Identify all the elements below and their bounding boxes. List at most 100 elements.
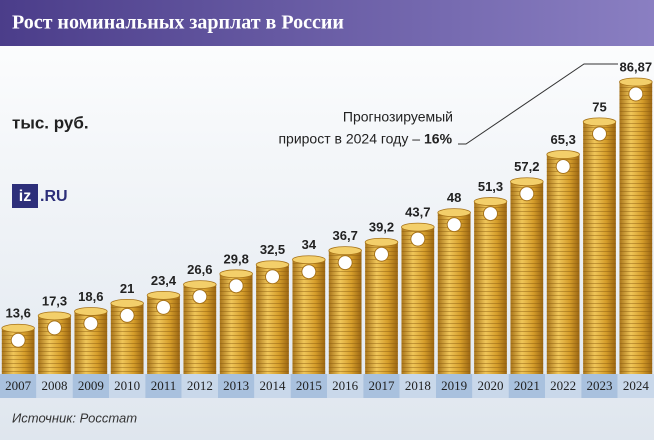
value-label: 26,6 (187, 262, 212, 277)
coin-top (546, 150, 580, 159)
coin-emblem (83, 315, 99, 331)
bar-stripes (546, 154, 580, 374)
x-tick-label: 2024 (623, 378, 650, 393)
coin-emblem (446, 217, 462, 233)
chart-title: Рост номинальных зарплат в России (12, 12, 344, 34)
value-label: 23,4 (151, 273, 177, 288)
value-label: 21 (120, 281, 134, 296)
annotation: Прогнозируемый (343, 109, 453, 125)
value-label: 32,5 (260, 242, 285, 257)
value-label: 51,3 (478, 179, 503, 194)
coin-emblem (192, 289, 208, 305)
coin-top (401, 222, 435, 232)
coin-emblem (265, 269, 280, 285)
x-tick-label: 2020 (478, 378, 504, 393)
x-tick-label: 2022 (550, 378, 576, 393)
x-tick-label: 2013 (223, 378, 249, 393)
bar-stripes (474, 201, 507, 374)
value-label: 75 (592, 99, 606, 114)
value-label: 57,2 (514, 159, 539, 174)
coin-emblem (374, 246, 389, 262)
x-label-cell (181, 374, 218, 398)
coin-emblem (10, 332, 26, 348)
x-label-cell (109, 374, 146, 398)
coin-top (146, 290, 181, 300)
x-tick-label: 2017 (369, 378, 396, 393)
coin-top (1, 323, 35, 333)
x-tick-label: 2007 (5, 378, 32, 393)
x-label-cell (617, 374, 654, 398)
x-tick-label: 2018 (405, 378, 431, 393)
x-label-cell (145, 374, 182, 398)
coin-top (619, 77, 653, 87)
coin-emblem (47, 320, 62, 336)
bar-stripes (437, 212, 471, 374)
bar-stripes (365, 242, 398, 374)
x-label-cell (290, 374, 327, 398)
value-label: 43,7 (405, 205, 430, 220)
x-label-cell (436, 374, 473, 398)
coin-top (473, 197, 508, 206)
x-tick-label: 2010 (114, 378, 140, 393)
annotation-leader (458, 63, 618, 145)
x-label-cell (0, 374, 37, 398)
bar-stripes (510, 181, 544, 374)
value-label: 17,3 (42, 293, 67, 308)
x-tick-label: 2019 (441, 378, 467, 393)
coin-top (37, 311, 72, 321)
value-label: 29,8 (224, 251, 249, 266)
value-label: 13,6 (6, 306, 31, 321)
coin-top (364, 237, 399, 247)
coin-top (74, 307, 108, 316)
coin-emblem (156, 299, 171, 315)
x-label-cell (327, 374, 364, 398)
x-label-cell (218, 374, 255, 398)
value-label: 39,2 (369, 220, 394, 235)
value-label: 18,6 (78, 289, 103, 304)
value-label: 34 (302, 237, 317, 252)
title-bar (0, 0, 654, 46)
coin-emblem (628, 86, 644, 102)
unit-label: тыс. руб. (12, 113, 89, 132)
coin-emblem (337, 255, 353, 271)
value-label: 48 (447, 190, 461, 205)
bar-stripes (401, 227, 435, 374)
coin-top (437, 208, 471, 218)
coin-top (255, 260, 290, 270)
logo-text: .RU (40, 188, 68, 205)
x-label-cell (581, 374, 618, 398)
coin-emblem (519, 186, 535, 202)
coin-top (510, 177, 544, 187)
coin-top (328, 246, 362, 256)
x-tick-label: 2012 (187, 378, 213, 393)
logo-mark: iz (19, 188, 31, 205)
coin-emblem (228, 278, 244, 294)
x-tick-label: 2016 (332, 378, 359, 393)
x-label-cell (399, 374, 436, 398)
value-label: 36,7 (333, 228, 358, 243)
coin-emblem (410, 231, 426, 247)
logo-box (12, 184, 38, 208)
bar-stripes (619, 82, 653, 374)
coin-emblem (592, 126, 607, 142)
source: Источник: Росстат (12, 410, 137, 425)
x-tick-label: 2014 (260, 378, 287, 393)
x-tick-label: 2011 (151, 378, 177, 393)
bar-stripes (328, 250, 362, 374)
annotation-highlight: 16% (424, 131, 453, 147)
x-tick-label: 2009 (78, 378, 104, 393)
value-label: 86,87 (620, 59, 653, 74)
x-tick-label: 2021 (514, 378, 540, 393)
value-label: 65,3 (551, 132, 576, 147)
x-tick-label: 2015 (296, 378, 322, 393)
x-label-cell (254, 374, 291, 398)
coin-top (183, 280, 217, 289)
x-label-cell (508, 374, 545, 398)
x-label-cell (363, 374, 400, 398)
coin-top (219, 269, 253, 279)
coin-top (292, 255, 326, 265)
coin-top (582, 117, 617, 127)
coin-emblem (555, 159, 571, 175)
